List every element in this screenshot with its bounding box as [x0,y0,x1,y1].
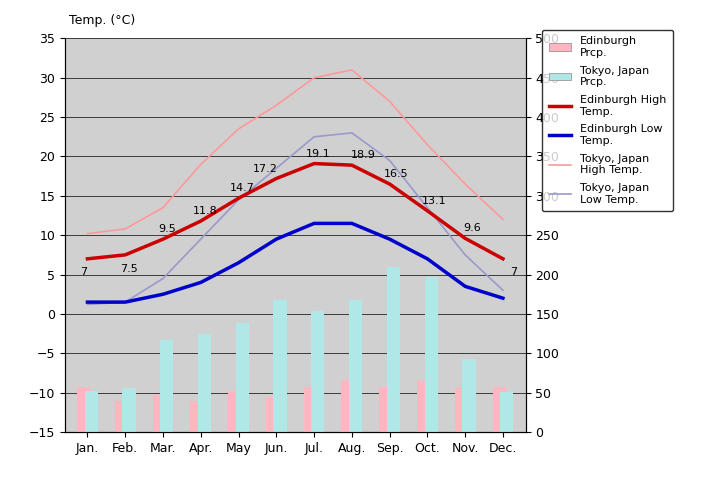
Text: 19.1: 19.1 [306,149,330,158]
Bar [160,340,174,432]
Text: 7.5: 7.5 [120,264,138,274]
Bar [304,387,317,432]
Bar [153,395,166,432]
Text: 17.2: 17.2 [253,164,278,174]
Text: 7: 7 [80,267,87,277]
Bar [341,381,355,432]
Bar [492,387,505,432]
Bar [77,387,90,432]
Text: 9.6: 9.6 [463,223,481,233]
Bar [417,381,431,432]
Bar [198,334,211,432]
Text: 18.9: 18.9 [351,150,375,160]
Text: 16.5: 16.5 [384,169,409,179]
Bar [115,400,128,432]
Text: 11.8: 11.8 [192,206,217,216]
Text: 13.1: 13.1 [422,196,446,206]
Text: Temp. (°C): Temp. (°C) [68,13,135,26]
Bar [190,401,204,432]
Text: 14.7: 14.7 [230,183,255,193]
Legend: Edinburgh
Prcp., Tokyo, Japan
Prcp., Edinburgh High
Temp., Edinburgh Low
Temp., : Edinburgh Prcp., Tokyo, Japan Prcp., Edi… [542,30,672,211]
Bar [387,267,400,432]
Bar [379,387,392,432]
Text: 9.5: 9.5 [158,224,176,234]
Bar [349,300,362,432]
Bar [122,388,135,432]
Bar [311,311,325,432]
Bar [235,324,249,432]
Bar [462,359,475,432]
Bar [228,391,241,432]
Bar [274,300,287,432]
Text: 7: 7 [510,267,518,277]
Bar [85,391,98,432]
Bar [455,387,468,432]
Bar [500,392,513,432]
Bar [266,396,279,432]
Bar [425,277,438,432]
